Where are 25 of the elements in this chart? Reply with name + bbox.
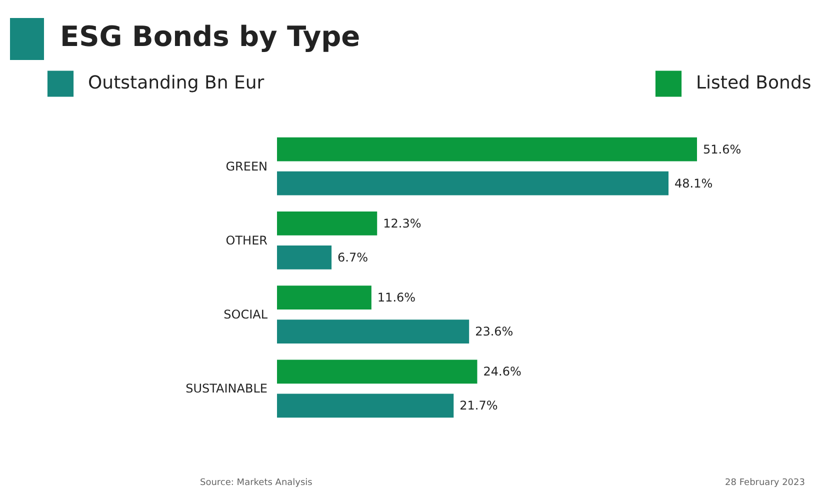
data-label: 21.7% bbox=[460, 398, 498, 413]
y-tick-label: SUSTAINABLE bbox=[186, 382, 268, 396]
legend-label: Outstanding Bn Eur bbox=[88, 72, 265, 94]
chart-title: ESG Bonds by Type bbox=[60, 20, 360, 53]
data-label: 48.1% bbox=[674, 176, 713, 190]
data-label: 51.6% bbox=[703, 142, 742, 156]
data-label: 12.3% bbox=[383, 216, 422, 230]
bar bbox=[277, 320, 470, 344]
legend-label: Listed Bonds bbox=[696, 72, 812, 94]
data-label: 6.7% bbox=[338, 250, 368, 264]
bar bbox=[277, 286, 372, 310]
bar bbox=[277, 171, 669, 196]
bar bbox=[277, 360, 478, 384]
y-tick-label: SOCIAL bbox=[224, 308, 268, 322]
text: 28 February 2023 bbox=[725, 478, 805, 488]
data-label: 24.6% bbox=[483, 364, 522, 379]
bar bbox=[277, 246, 332, 270]
y-tick-label: GREEN bbox=[226, 159, 268, 174]
data-label: 23.6% bbox=[475, 324, 514, 339]
bar bbox=[277, 137, 697, 162]
bar bbox=[277, 394, 454, 418]
bar bbox=[277, 212, 378, 236]
source-note: Source: Markets Analysis bbox=[200, 478, 312, 488]
data-label: 11.6% bbox=[377, 290, 416, 305]
y-tick-label: OTHER bbox=[226, 233, 268, 248]
